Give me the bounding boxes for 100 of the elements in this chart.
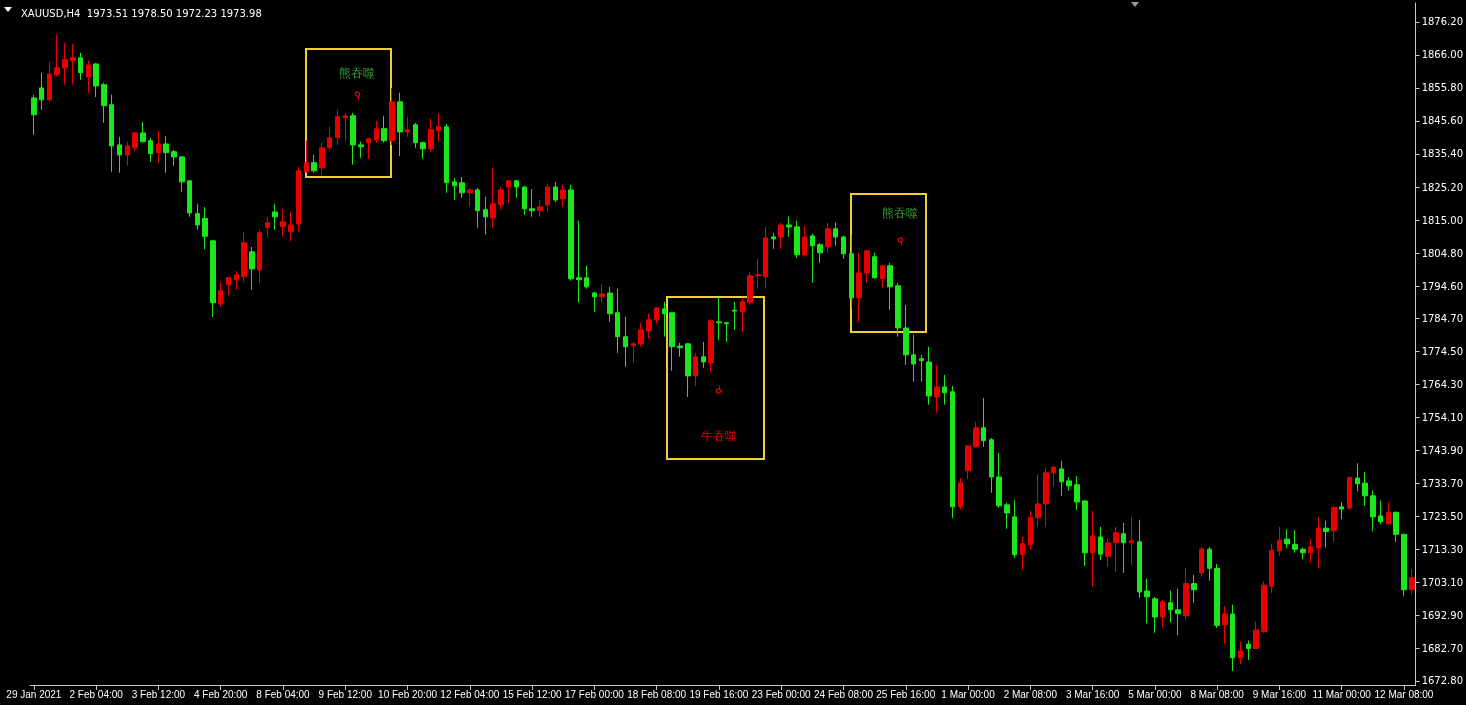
y-tick-label: 1703.10 <box>1421 577 1464 589</box>
y-tick-label: 1692.90 <box>1421 610 1464 622</box>
candlestick <box>592 291 597 313</box>
candlestick <box>1362 471 1368 507</box>
candlestick <box>1175 588 1181 636</box>
candlestick <box>467 187 473 208</box>
candlestick <box>1035 474 1041 528</box>
x-tick-label: 18 Feb 08:00 <box>627 688 687 700</box>
x-tick-label: 25 Feb 16:00 <box>876 688 936 700</box>
candlestick <box>389 87 395 146</box>
candlestick <box>841 235 846 260</box>
candlestick <box>319 142 325 176</box>
candlestick <box>1308 538 1313 564</box>
candlestick <box>522 185 527 216</box>
x-tick-label: 11 Mar 00:00 <box>1312 688 1372 700</box>
candlestick <box>514 179 519 199</box>
x-tick-label: 5 Mar 00:00 <box>1128 688 1182 700</box>
candlestick <box>1043 467 1049 528</box>
candlestick <box>86 60 91 94</box>
y-tick-label: 1835.40 <box>1421 148 1464 160</box>
x-tick-label: 29 Jan 2021 <box>6 688 62 700</box>
candlestick <box>1191 574 1197 604</box>
candlestick <box>911 334 916 383</box>
candlestick <box>381 115 387 144</box>
candlestick <box>459 176 465 199</box>
candlestick <box>1144 578 1150 624</box>
candlestick <box>257 229 262 284</box>
candlestick <box>989 437 994 494</box>
candlestick <box>662 301 667 338</box>
candlestick <box>685 342 691 398</box>
candlestick <box>849 234 854 309</box>
candlestick <box>778 222 784 250</box>
candlestick <box>817 242 823 264</box>
candlestick <box>996 452 1002 509</box>
candlestick <box>1199 546 1204 578</box>
candlestick <box>234 270 239 291</box>
annotation: 熊吞噬 <box>882 205 918 222</box>
candlestick <box>358 141 364 159</box>
candlestick <box>140 121 146 144</box>
candlestick <box>452 177 457 201</box>
x-tick-label: 15 Feb 12:00 <box>502 688 563 700</box>
y-tick-label: 1866.00 <box>1421 49 1464 61</box>
candlestick <box>117 136 122 174</box>
candlestick <box>615 288 620 354</box>
x-tick-label: 4 Feb 20:00 <box>194 688 248 700</box>
candlestick <box>786 216 792 238</box>
candlestick <box>1004 502 1010 530</box>
candlestick <box>1300 547 1306 560</box>
candlestick <box>903 304 909 366</box>
candlestick <box>708 318 714 374</box>
candlestick <box>553 181 558 203</box>
candlestick <box>1347 476 1352 510</box>
candlestick <box>872 252 877 280</box>
candlestick <box>1222 605 1228 645</box>
y-tick-label: 1743.90 <box>1421 444 1464 456</box>
x-tick-label: 2 Mar 08:00 <box>1003 688 1058 700</box>
candlestick <box>732 301 737 331</box>
candlestick <box>1066 476 1072 492</box>
candlestick <box>568 184 574 282</box>
candlestick <box>545 183 550 213</box>
candlestick <box>202 206 208 250</box>
candlestick <box>1316 516 1321 569</box>
candlestick <box>1214 563 1220 629</box>
candlestick <box>607 286 613 323</box>
candlestick <box>195 203 200 231</box>
candlestick <box>210 239 216 318</box>
x-tick-label: 9 Mar 16:00 <box>1252 688 1307 700</box>
candlestick <box>856 252 862 323</box>
candlestick <box>436 113 441 143</box>
candlestick <box>156 130 161 164</box>
candlestick <box>1028 510 1033 551</box>
candlestick <box>825 222 831 254</box>
annotation: 熊吞噬 <box>339 65 375 82</box>
candlestick <box>280 208 286 237</box>
candlestick <box>747 271 753 306</box>
candlestick <box>794 220 800 259</box>
x-tick-label: 8 Feb 04:00 <box>256 688 311 700</box>
candlestick <box>218 281 223 308</box>
candlestick <box>529 188 535 218</box>
candlestick <box>701 341 706 369</box>
chart-title: XAUUSD,H4 1973.51 1978.50 1972.23 1973.98 <box>21 7 262 19</box>
candlestick <box>950 385 955 519</box>
candlestick <box>1168 590 1173 623</box>
candlestick <box>1051 465 1056 488</box>
candlestick <box>397 92 403 157</box>
x-tick-label: 9 Feb 12:00 <box>318 688 373 700</box>
candlestick <box>669 312 675 372</box>
y-tick-label: 1764.30 <box>1421 378 1464 390</box>
y-tick-label: 1815.00 <box>1421 214 1464 226</box>
candlestick <box>1246 640 1251 661</box>
x-tick-label: 3 Mar 16:00 <box>1065 688 1120 700</box>
candlestick <box>1090 510 1095 588</box>
candlestick <box>506 179 511 204</box>
candlestick <box>405 116 410 138</box>
candlestick <box>163 135 169 174</box>
candlestick <box>677 342 683 358</box>
candlestick <box>374 120 379 144</box>
y-tick-label: 1825.20 <box>1421 181 1464 193</box>
y-tick-label: 1672.80 <box>1421 675 1464 687</box>
candlestick <box>54 34 60 78</box>
